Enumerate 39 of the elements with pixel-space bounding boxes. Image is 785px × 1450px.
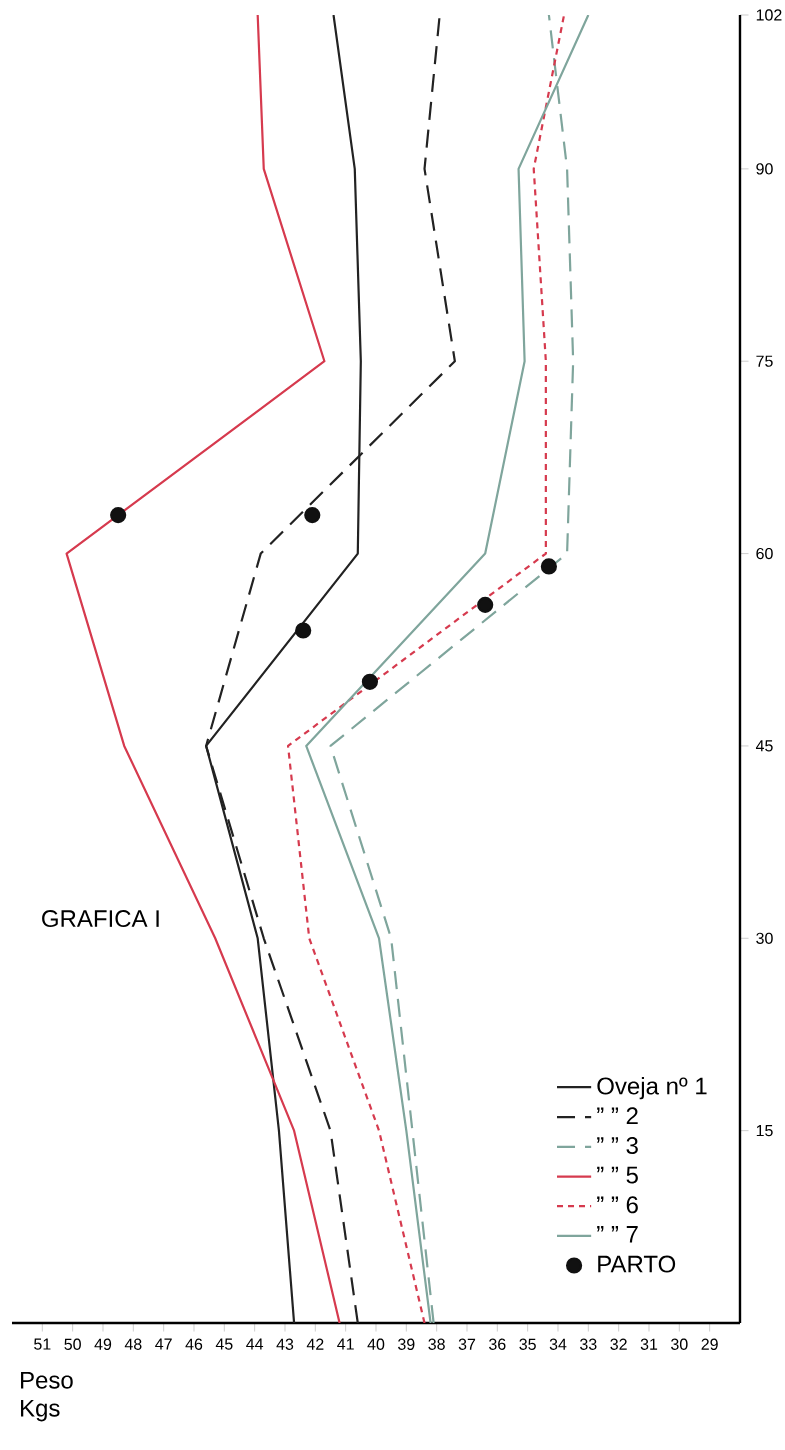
x-tick-label: 30 xyxy=(671,1338,688,1350)
x-tick-label: 42 xyxy=(306,1338,324,1350)
x-tick-label: 35 xyxy=(519,1338,536,1350)
y-tick-label: 45 xyxy=(755,740,773,752)
x-tick-label: 47 xyxy=(155,1338,172,1350)
x-tick-label: 40 xyxy=(367,1338,385,1350)
y-tick-label: 102 xyxy=(756,9,782,21)
x-tick-label: 45 xyxy=(215,1338,233,1350)
y-tick-label: 75 xyxy=(756,355,773,367)
x-tick-label: 48 xyxy=(124,1338,142,1350)
x-tick-label: 38 xyxy=(428,1338,445,1350)
x-tick-label: 43 xyxy=(276,1338,294,1350)
x-tick-label: 49 xyxy=(94,1338,112,1350)
legend-label: Oveja nº 1 xyxy=(597,1076,707,1100)
y-tick-label: 60 xyxy=(756,547,773,560)
x-tick-label: 32 xyxy=(610,1338,627,1350)
legend-label: PARTO xyxy=(598,1255,676,1273)
x-tick-label: 39 xyxy=(398,1338,415,1350)
x-tick-label: 29 xyxy=(701,1338,718,1350)
y-tick-label: 15 xyxy=(756,1125,773,1137)
legend-label: ” ” 2 xyxy=(597,1107,638,1125)
x-tick-label: 44 xyxy=(246,1338,264,1350)
y-tick-label: 30 xyxy=(756,932,773,944)
x-tick-label: 33 xyxy=(580,1338,597,1350)
x-tick-label: 50 xyxy=(64,1338,81,1350)
x-tick-label: 41 xyxy=(337,1338,354,1350)
text: GRAFICA I xyxy=(42,910,159,928)
legend-label: ” ” 7 xyxy=(597,1226,638,1243)
x-axis-title: Peso Kgs xyxy=(21,1371,73,1422)
legend-label: ” ” 5 xyxy=(597,1166,638,1184)
x-tick-label: 36 xyxy=(489,1338,506,1350)
x-tick-label: 31 xyxy=(640,1338,658,1350)
legend-label: ” ” 3 xyxy=(597,1137,638,1155)
x-tick-label: 46 xyxy=(185,1338,203,1350)
x-tick-label: 37 xyxy=(458,1338,476,1350)
x-tick-label: 51 xyxy=(34,1338,51,1350)
x-tick-label: 34 xyxy=(549,1338,567,1350)
y-tick-label: 90 xyxy=(756,163,773,175)
legend-label: ” ” 6 xyxy=(597,1196,638,1214)
